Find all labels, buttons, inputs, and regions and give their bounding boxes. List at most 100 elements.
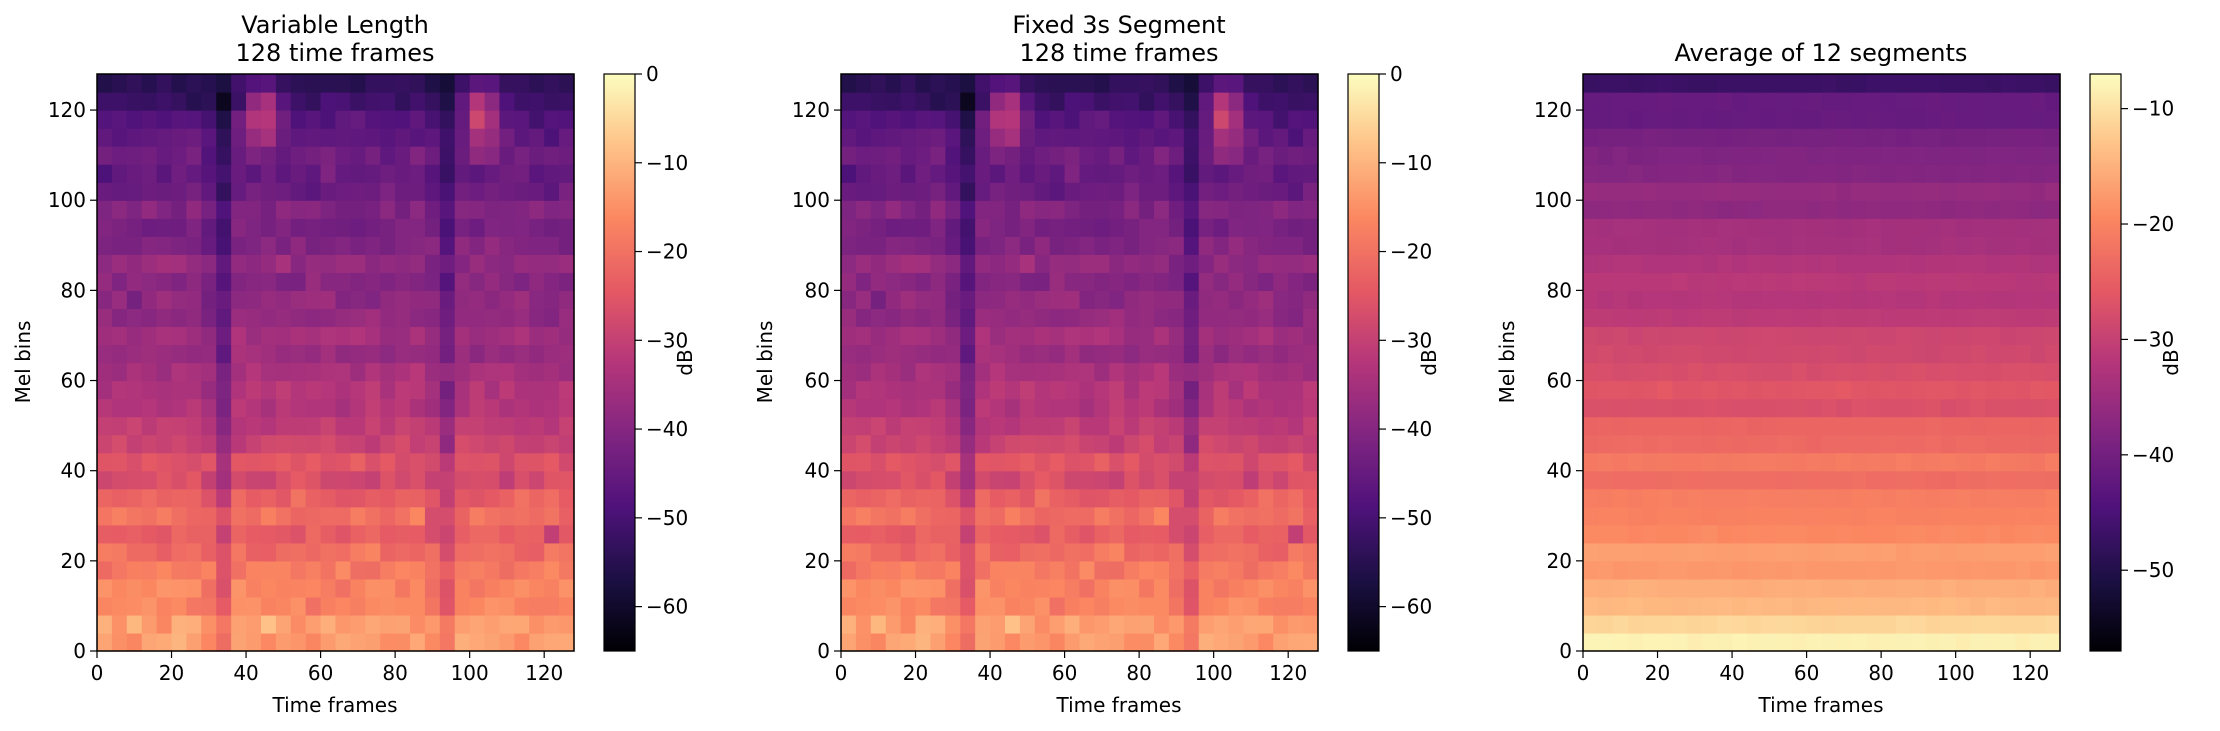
heatmap-cell <box>841 488 857 508</box>
heatmap-cell <box>1213 488 1230 508</box>
heatmap-cell <box>1702 434 1718 454</box>
panel-title-line2: 128 time frames <box>236 39 435 67</box>
heatmap-cell <box>514 524 530 544</box>
heatmap-cell <box>1079 326 1096 346</box>
heatmap-cell <box>454 542 471 562</box>
heatmap-cell <box>1881 128 1897 147</box>
heatmap-cell <box>395 308 411 328</box>
heatmap-cell <box>1896 596 1912 616</box>
heatmap-cell <box>350 416 366 436</box>
heatmap-cell <box>1034 434 1051 454</box>
heatmap-cell <box>1746 380 1763 400</box>
heatmap-cell <box>1821 254 1838 273</box>
heatmap-cell <box>335 200 352 219</box>
heatmap-cell <box>841 308 857 328</box>
heatmap-cell <box>529 308 545 328</box>
heatmap-cell <box>1079 578 1096 598</box>
heatmap-cell <box>960 452 976 472</box>
heatmap-cell <box>499 218 515 237</box>
heatmap-cell <box>1019 290 1036 310</box>
heatmap-cell <box>469 182 486 201</box>
heatmap-cell <box>1034 128 1051 147</box>
heatmap-cell <box>1597 362 1614 382</box>
heatmap-cell <box>186 470 202 490</box>
heatmap-cell <box>1109 542 1125 562</box>
heatmap-cell <box>1213 362 1230 382</box>
heatmap-cell <box>335 560 352 580</box>
heatmap-cell <box>1672 380 1688 400</box>
heatmap-cell <box>469 146 486 165</box>
heatmap-cell <box>915 326 932 346</box>
heatmap-cell <box>930 362 946 382</box>
heatmap-cell <box>1806 452 1823 472</box>
heatmap-cell <box>1761 290 1778 310</box>
heatmap-cell <box>1168 272 1185 291</box>
heatmap-cell <box>1019 92 1036 111</box>
heatmap-cell <box>544 362 560 382</box>
y-tick-label: 40 <box>61 459 86 483</box>
heatmap-cell <box>1627 164 1644 183</box>
heatmap-cell <box>290 218 307 237</box>
heatmap-cell <box>231 560 247 580</box>
heatmap-cell <box>216 542 232 562</box>
heatmap-cell <box>1064 272 1081 291</box>
heatmap-cell <box>1791 362 1808 382</box>
heatmap-cell <box>111 164 128 183</box>
heatmap-cell <box>1896 92 1912 111</box>
heatmap-cell <box>1761 164 1778 183</box>
heatmap-cell <box>1970 632 1987 652</box>
heatmap-cell <box>484 164 501 183</box>
colorbar-frame <box>1347 73 1380 652</box>
heatmap-cell <box>365 218 381 237</box>
heatmap-cell <box>410 344 426 364</box>
heatmap-cell <box>960 128 976 147</box>
heatmap-cell <box>1004 344 1021 364</box>
heatmap-cell <box>975 596 991 616</box>
heatmap-cell <box>885 344 902 364</box>
x-axis: 0 20 40 60 80 100 120 <box>835 651 1307 685</box>
heatmap-cell <box>216 488 232 508</box>
heatmap-cell <box>171 434 188 454</box>
heatmap-cell <box>1079 128 1096 147</box>
heatmap-cell <box>1672 560 1688 580</box>
heatmap-cell <box>126 128 143 147</box>
heatmap-cell <box>2000 344 2016 364</box>
heatmap-cell <box>201 236 217 255</box>
heatmap-cell <box>1019 524 1036 544</box>
heatmap-cell <box>97 344 113 364</box>
heatmap-cell <box>990 74 1006 93</box>
heatmap-cell <box>1109 254 1125 273</box>
heatmap-cell <box>1985 110 2001 129</box>
heatmap-cell <box>201 632 217 652</box>
heatmap-cell <box>885 506 902 526</box>
heatmap-cell <box>1657 74 1674 93</box>
heatmap-cell <box>2000 92 2016 111</box>
heatmap-cell <box>1288 416 1304 436</box>
heatmap-cell <box>201 344 217 364</box>
heatmap-cell <box>1836 398 1852 418</box>
heatmap-cell <box>1881 362 1897 382</box>
heatmap-cell <box>1672 506 1688 526</box>
heatmap-cell <box>365 200 381 219</box>
heatmap-cell <box>275 164 292 183</box>
heatmap-cell <box>1288 488 1304 508</box>
heatmap-cell <box>930 218 946 237</box>
heatmap-cell <box>1064 92 1081 111</box>
heatmap-cell <box>1806 596 1823 616</box>
heatmap-cell <box>915 452 932 472</box>
heatmap-cell <box>945 110 961 129</box>
heatmap-cell <box>1273 632 1289 652</box>
y-tick-label: 80 <box>805 278 830 302</box>
heatmap-cell <box>841 452 857 472</box>
heatmap-cell <box>1866 596 1882 616</box>
heatmap-cell <box>410 74 426 93</box>
heatmap-cell <box>1583 362 1599 382</box>
heatmap-cell <box>484 182 501 201</box>
heatmap-cell <box>156 578 173 598</box>
heatmap-cell <box>126 92 143 111</box>
heatmap-cell <box>1124 164 1140 183</box>
heatmap-cell <box>2000 596 2016 616</box>
heatmap-cell <box>1896 110 1912 129</box>
heatmap-cell <box>514 452 530 472</box>
heatmap-cell <box>1273 434 1289 454</box>
